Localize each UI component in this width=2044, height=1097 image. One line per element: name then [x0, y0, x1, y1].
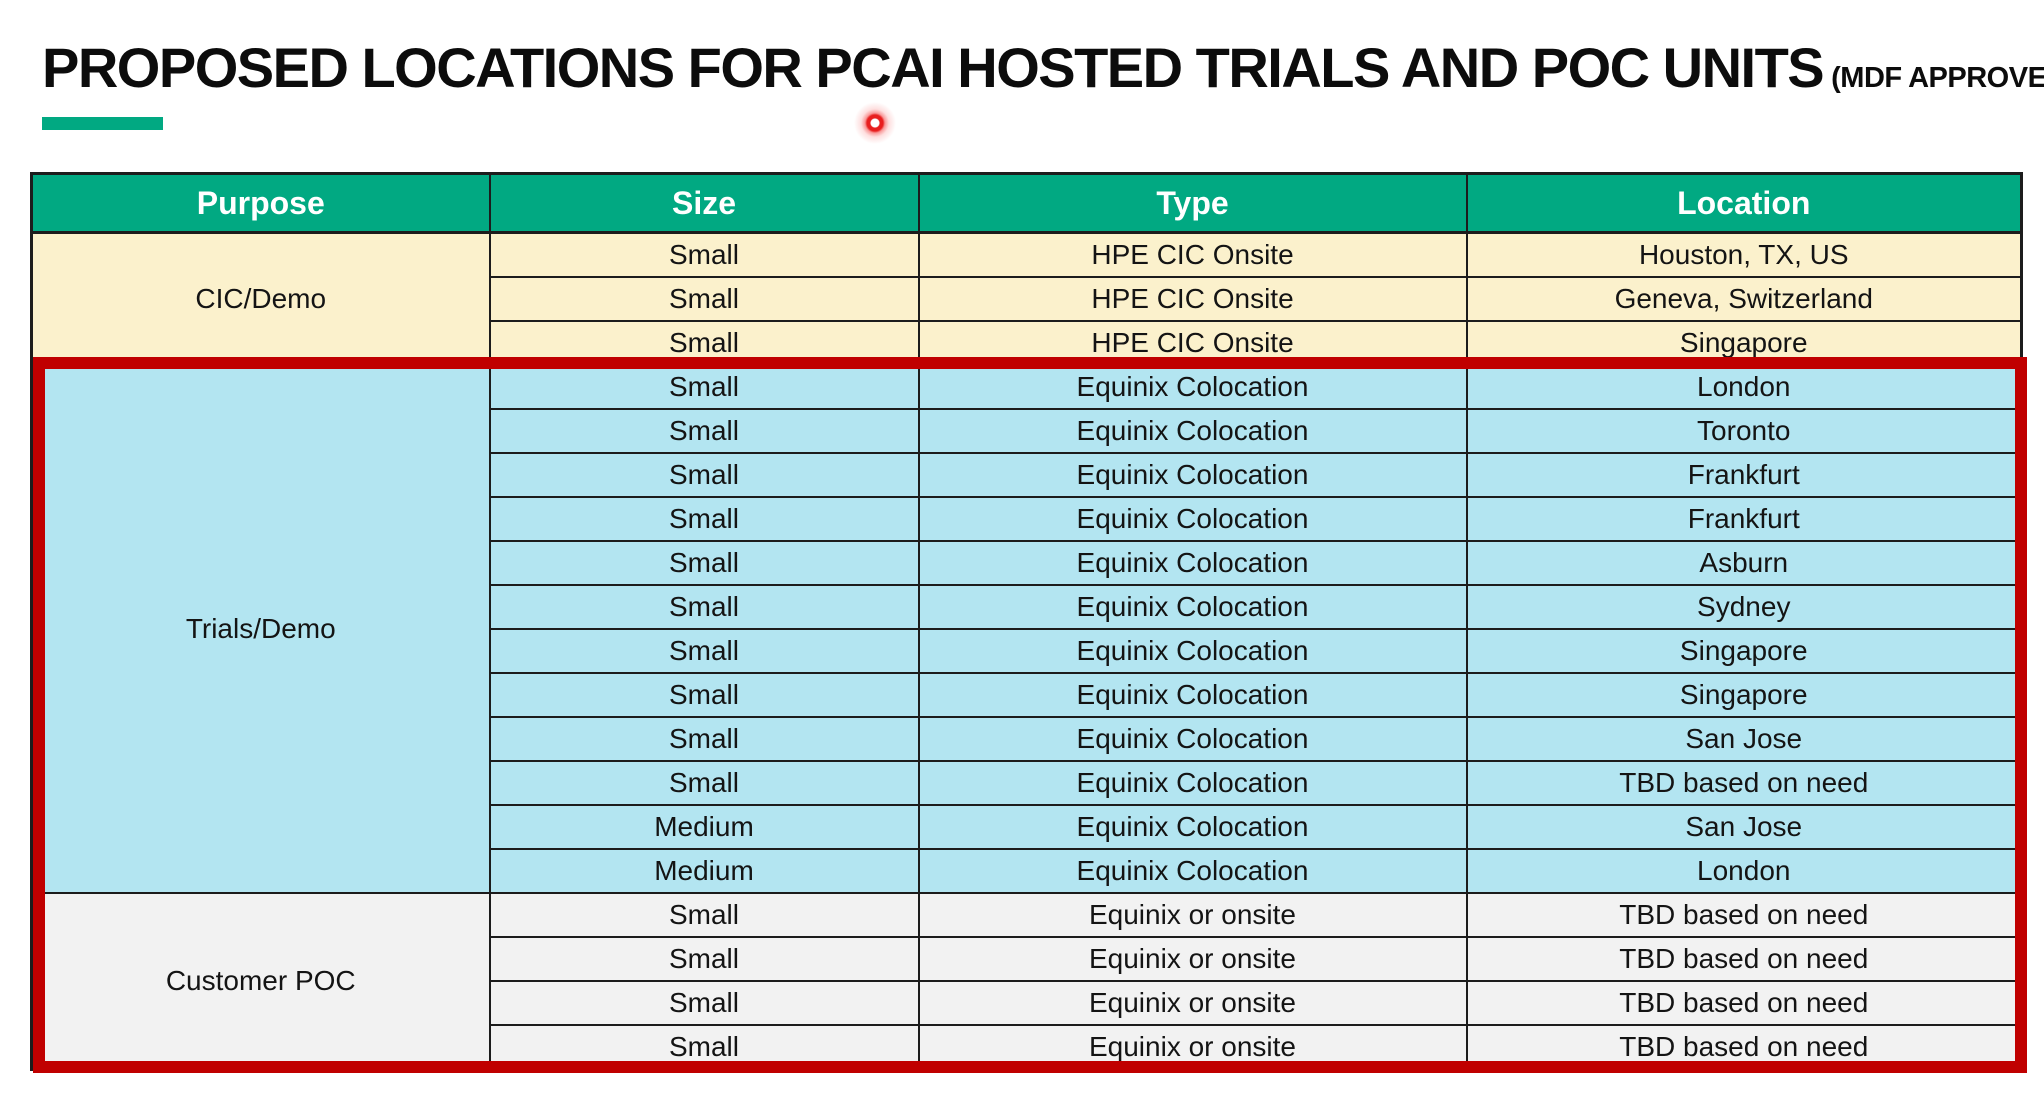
table-row: Small Equinix Colocation San Jose	[32, 716, 2023, 762]
column-header-size: Size	[488, 172, 920, 234]
table-header-row: Purpose Size Type Location	[30, 172, 2023, 234]
size-cell: Small	[488, 892, 920, 938]
size-cell: Small	[488, 672, 920, 718]
size-cell: Small	[488, 408, 920, 454]
size-cell: Small	[488, 716, 920, 762]
purpose-cell: Trials/Demo	[30, 364, 491, 894]
size-cell: Small	[488, 760, 920, 806]
page-title: PROPOSED LOCATIONS FOR PCAI HOSTED TRIAL…	[42, 40, 2044, 96]
location-cell: Geneva, Switzerland	[1465, 276, 2023, 322]
table-row: CIC/Demo Small HPE CIC Onsite Houston, TX, …	[30, 231, 2023, 366]
type-cell: Equinix Colocation	[917, 848, 1468, 894]
location-cell: TBD based on need	[1465, 1024, 2023, 1071]
size-cell: Small	[488, 452, 920, 498]
table-row: Medium Equinix Colocation London	[32, 848, 2023, 894]
table-row: Trials/Demo Small Equinix Colocation London	[30, 364, 2023, 894]
location-cell: Sydney	[1465, 584, 2023, 630]
type-cell: HPE CIC Onsite	[917, 276, 1468, 322]
type-cell: Equinix Colocation	[917, 452, 1468, 498]
location-cell: Houston, TX, US	[1465, 231, 2023, 278]
type-cell: Equinix Colocation	[917, 716, 1468, 762]
table-row: Small Equinix Colocation TBD based on need	[32, 760, 2023, 806]
laser-pointer-dot-icon	[853, 101, 897, 145]
type-cell: Equinix Colocation	[917, 408, 1468, 454]
table-header: Purpose Size Type Location	[30, 172, 2023, 234]
type-cell: Equinix Colocation	[917, 804, 1468, 850]
size-cell: Small	[488, 364, 920, 410]
size-cell: Small	[488, 980, 920, 1026]
table-row: Small Equinix Colocation Toronto	[32, 408, 2023, 454]
size-cell: Small	[488, 584, 920, 630]
column-header-type: Type	[917, 172, 1468, 234]
size-cell: Medium	[488, 848, 920, 894]
table-body: CIC/Demo Small HPE CIC Onsite Houston, TX, …	[30, 231, 2023, 1071]
location-cell: San Jose	[1465, 716, 2023, 762]
size-cell: Small	[488, 1024, 920, 1071]
location-cell: Asburn	[1465, 540, 2023, 586]
location-cell: TBD based on need	[1465, 980, 2023, 1026]
type-cell: Equinix Colocation	[917, 364, 1468, 410]
type-cell: Equinix Colocation	[917, 760, 1468, 806]
size-cell: Small	[488, 936, 920, 982]
table-row: Small Equinix Colocation Frankfurt	[32, 452, 2023, 498]
type-cell: Equinix Colocation	[917, 628, 1468, 674]
type-cell: Equinix Colocation	[917, 584, 1468, 630]
column-header-purpose: Purpose	[30, 172, 491, 234]
location-cell: Singapore	[1465, 628, 2023, 674]
title-underline-bar	[42, 117, 163, 130]
table-row: Small HPE CIC Onsite Geneva, Switzerland	[32, 276, 2023, 322]
size-cell: Small	[488, 276, 920, 322]
size-cell: Small	[488, 320, 920, 366]
type-cell: Equinix or onsite	[917, 980, 1468, 1026]
type-cell: Equinix or onsite	[917, 1024, 1468, 1071]
table-row: Customer POC Small Equinix or onsite TBD ba…	[30, 892, 2023, 1071]
table-row: Small Equinix Colocation Singapore	[32, 628, 2023, 674]
size-cell: Medium	[488, 804, 920, 850]
table-row: Small Equinix or onsite TBD based on need	[32, 980, 2023, 1026]
location-cell: TBD based on need	[1465, 936, 2023, 982]
table-row: Medium Equinix Colocation San Jose	[32, 804, 2023, 850]
location-cell: TBD based on need	[1465, 760, 2023, 806]
location-cell: TBD based on need	[1465, 892, 2023, 938]
purpose-cell: Customer POC	[30, 892, 491, 1071]
type-cell: Equinix Colocation	[917, 540, 1468, 586]
column-header-location: Location	[1465, 172, 2023, 234]
location-cell: London	[1465, 848, 2023, 894]
type-cell: Equinix Colocation	[917, 672, 1468, 718]
size-cell: Small	[488, 540, 920, 586]
type-cell: HPE CIC Onsite	[917, 320, 1468, 366]
size-cell: Small	[488, 628, 920, 674]
location-cell: Singapore	[1465, 320, 2023, 366]
type-cell: Equinix or onsite	[917, 892, 1468, 938]
locations-table: Purpose Size Type Location CIC/Demo Small HPE…	[30, 172, 2023, 1071]
table-row: Small Equinix Colocation Asburn	[32, 540, 2023, 586]
type-cell: HPE CIC Onsite	[917, 231, 1468, 278]
location-cell: London	[1465, 364, 2023, 410]
location-cell: Frankfurt	[1465, 496, 2023, 542]
size-cell: Small	[488, 496, 920, 542]
table-row: Small Equinix Colocation Sydney	[32, 584, 2023, 630]
page-title-suffix: (MDF APPROVED)	[1831, 62, 2044, 94]
size-cell: Small	[488, 231, 920, 278]
table-row: Small Equinix or onsite TBD based on need	[32, 936, 2023, 982]
page-title-text: PROPOSED LOCATIONS FOR PCAI HOSTED TRIAL…	[42, 36, 1825, 99]
table-row: Small Equinix Colocation Frankfurt	[32, 496, 2023, 542]
location-cell: Toronto	[1465, 408, 2023, 454]
location-cell: Frankfurt	[1465, 452, 2023, 498]
purpose-cell: CIC/Demo	[30, 231, 491, 366]
type-cell: Equinix or onsite	[917, 936, 1468, 982]
type-cell: Equinix Colocation	[917, 496, 1468, 542]
location-cell: San Jose	[1465, 804, 2023, 850]
table-row: Small Equinix Colocation Singapore	[32, 672, 2023, 718]
location-cell: Singapore	[1465, 672, 2023, 718]
